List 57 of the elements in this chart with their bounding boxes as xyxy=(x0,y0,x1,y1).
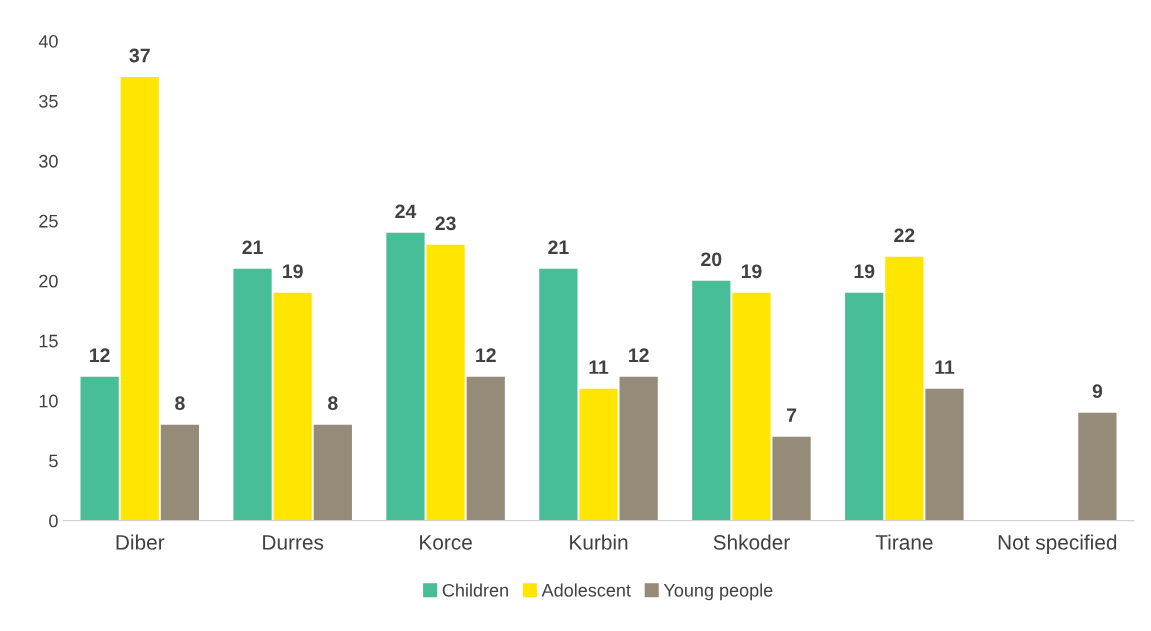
bar xyxy=(692,280,731,521)
bar xyxy=(885,256,924,521)
data-label: 21 xyxy=(548,240,569,254)
y-tick-label: 10 xyxy=(39,394,58,408)
data-label: 19 xyxy=(854,264,875,279)
data-label: 7 xyxy=(787,408,797,422)
x-tick-label: Tirane xyxy=(875,534,933,550)
x-tick-label: Diber xyxy=(116,534,165,550)
y-tick-label: 30 xyxy=(39,154,58,168)
bar xyxy=(579,388,618,521)
bar xyxy=(772,436,811,521)
data-label: 22 xyxy=(894,228,915,242)
bar xyxy=(160,424,200,521)
legend-label: Adolescent xyxy=(541,583,631,597)
y-tick-label: 15 xyxy=(39,334,58,348)
y-tick-label: 20 xyxy=(39,274,58,288)
bar xyxy=(426,244,465,521)
bar xyxy=(233,268,272,521)
bar xyxy=(386,232,425,521)
y-tick-label: 25 xyxy=(39,214,58,228)
bar xyxy=(619,376,658,521)
data-label: 12 xyxy=(629,348,649,362)
legend-label: Children xyxy=(442,583,508,597)
bar xyxy=(313,424,352,521)
data-label: 24 xyxy=(395,204,417,219)
bar xyxy=(845,292,884,521)
legend-label: Young people xyxy=(663,583,773,601)
bar xyxy=(80,376,119,521)
x-tick-label: Shkoder xyxy=(713,534,790,550)
y-tick-label: 35 xyxy=(39,94,58,108)
data-label: 20 xyxy=(701,252,722,267)
y-tick-label: 40 xyxy=(38,34,58,48)
bar xyxy=(539,268,578,521)
data-label: 12 xyxy=(90,348,110,362)
bar xyxy=(273,292,312,521)
data-label: 11 xyxy=(589,360,609,374)
data-label: 19 xyxy=(741,264,762,279)
data-label: 11 xyxy=(935,360,955,374)
data-label: 9 xyxy=(1092,384,1103,399)
y-tick-label: 5 xyxy=(49,454,58,468)
bar xyxy=(466,376,505,521)
data-label: 12 xyxy=(476,348,496,362)
bar xyxy=(1078,412,1117,521)
bar xyxy=(120,76,159,521)
bar xyxy=(925,388,964,521)
data-label: 19 xyxy=(283,264,303,279)
y-tick-label: 0 xyxy=(49,514,58,528)
data-label: 8 xyxy=(175,396,185,411)
data-label: 21 xyxy=(242,240,263,254)
x-tick-label: Kurbin xyxy=(570,534,628,550)
data-label: 37 xyxy=(129,48,150,63)
data-label: 8 xyxy=(328,396,338,411)
x-tick-label: Not specified xyxy=(998,534,1117,554)
x-tick-label: Korce xyxy=(420,535,472,550)
bar xyxy=(732,292,771,521)
data-label: 23 xyxy=(435,216,456,231)
x-tick-label: Durres xyxy=(263,535,324,550)
